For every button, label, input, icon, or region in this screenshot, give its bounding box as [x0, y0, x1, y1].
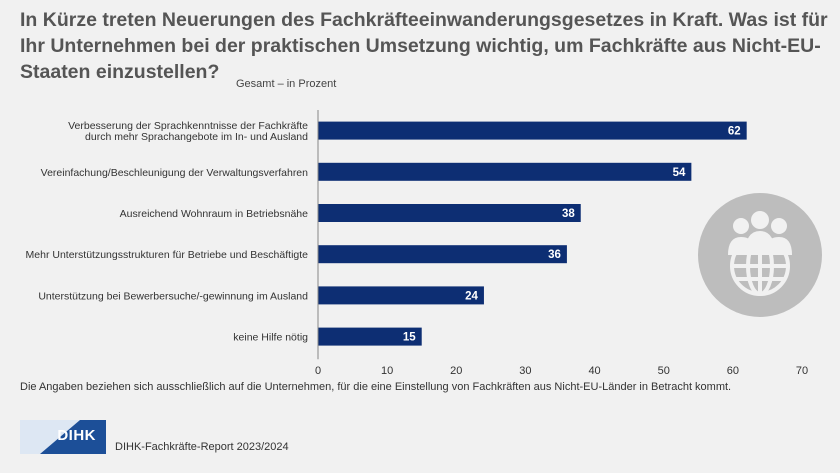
bar	[318, 327, 422, 346]
category-label: Ausreichend Wohnraum in Betriebsnähe	[120, 208, 308, 220]
x-tick-label: 50	[658, 365, 670, 377]
data-label: 36	[548, 249, 561, 261]
data-label: 38	[562, 208, 575, 220]
bar	[318, 162, 692, 181]
x-tick-label: 70	[796, 365, 808, 377]
category-label: keine Hilfe nötig	[233, 332, 308, 344]
bar	[318, 286, 484, 305]
bar	[318, 245, 567, 264]
category-label: Unterstützung bei Bewerbersuche/-gewinnu…	[38, 290, 308, 302]
chart-title: In Kürze treten Neuerungen des Fachkräft…	[20, 9, 828, 83]
chart-subtitle: Gesamt – in Prozent	[236, 78, 337, 90]
bar	[318, 121, 747, 140]
x-tick-label: 10	[381, 365, 393, 377]
data-label: 62	[728, 126, 741, 138]
logo-text: DIHK	[57, 427, 96, 444]
people-globe-icon	[698, 193, 822, 317]
x-tick-label: 0	[315, 365, 321, 377]
x-tick-label: 30	[519, 365, 531, 377]
category-label: Verbesserung der Sprachkenntnisse der Fa…	[68, 120, 308, 132]
x-tick-label: 20	[450, 365, 462, 377]
x-tick-label: 60	[727, 365, 739, 377]
footnote: Die Angaben beziehen sich ausschließlich…	[20, 381, 732, 393]
category-label: durch mehr Sprachangebote im In- und Aus…	[85, 131, 308, 143]
source-label: DIHK-Fachkräfte-Report 2023/2024	[115, 441, 289, 453]
data-label: 54	[673, 167, 686, 179]
data-label: 24	[465, 290, 478, 302]
category-label: Mehr Unterstützungsstrukturen für Betrie…	[26, 249, 309, 261]
dihk-logo: DIHK	[20, 420, 106, 454]
category-label: Vereinfachung/Beschleunigung der Verwalt…	[41, 167, 309, 179]
x-tick-label: 40	[588, 365, 600, 377]
bar	[318, 204, 581, 222]
data-label: 15	[403, 332, 416, 344]
